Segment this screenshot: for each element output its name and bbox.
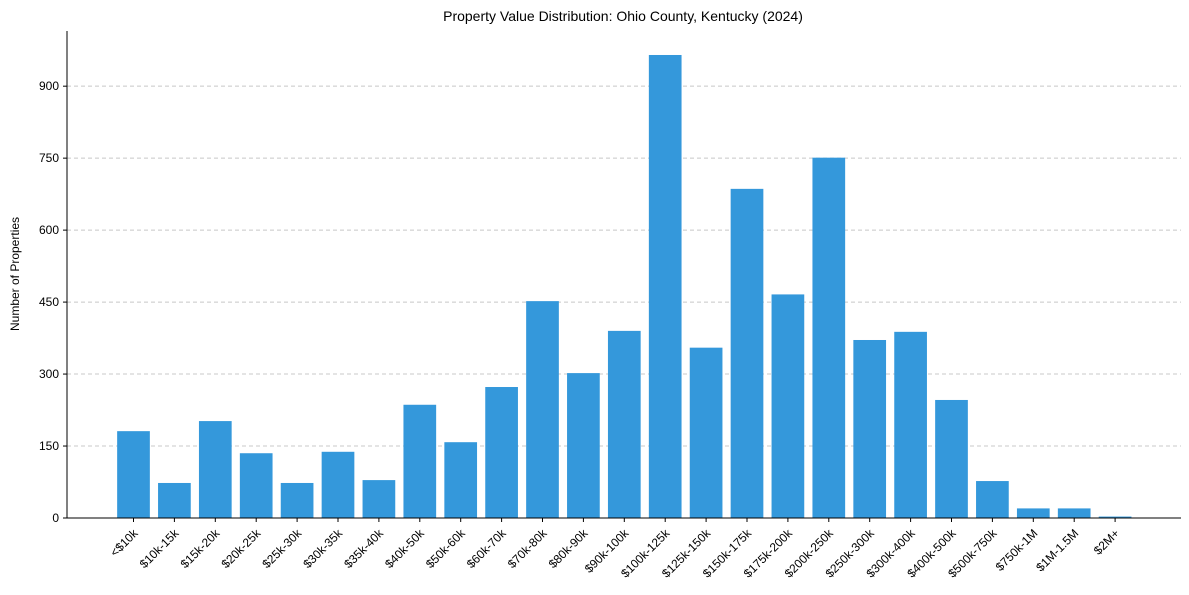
y-tick-label: 450 bbox=[39, 295, 59, 309]
bar bbox=[730, 188, 764, 519]
bar bbox=[853, 339, 887, 518]
bar bbox=[1098, 516, 1132, 518]
x-tick-label: $35k-40k bbox=[341, 526, 387, 572]
x-tick-label: $40k-50k bbox=[382, 526, 428, 572]
bar bbox=[976, 481, 1009, 518]
x-tick-label: $10k-15k bbox=[137, 526, 183, 572]
y-tick-label: 900 bbox=[39, 79, 59, 93]
y-ticks: 0 150 300 450 600 750 900 bbox=[39, 79, 67, 525]
y-tick-label: 300 bbox=[39, 367, 59, 381]
bar bbox=[280, 482, 314, 518]
y-tick-label: 150 bbox=[39, 439, 59, 453]
x-ticks: <$10k$10k-15k$15k-20k$20k-25k$25k-30k$30… bbox=[107, 518, 1122, 580]
bar bbox=[935, 399, 968, 518]
bar bbox=[567, 373, 600, 518]
bar bbox=[158, 482, 191, 518]
x-tick-label: $750k-1M bbox=[993, 526, 1041, 574]
y-tick-label: 0 bbox=[52, 511, 59, 525]
x-tick-label: $70k-80k bbox=[505, 526, 551, 572]
y-axis-label: Number of Properties bbox=[8, 217, 22, 331]
x-tick-label: $15k-20k bbox=[178, 526, 224, 572]
bar bbox=[771, 294, 805, 518]
x-tick-label: $2M+ bbox=[1091, 526, 1122, 557]
bar bbox=[1016, 508, 1050, 518]
bar bbox=[321, 451, 355, 518]
bar bbox=[485, 387, 518, 518]
y-tick-label: 750 bbox=[39, 151, 59, 165]
x-tick-label: $60k-70k bbox=[464, 526, 510, 572]
x-tick-label: $1M-1.5M bbox=[1033, 526, 1081, 574]
bar bbox=[403, 404, 437, 518]
bar bbox=[1057, 508, 1091, 518]
bar bbox=[198, 421, 232, 518]
bars bbox=[117, 54, 1132, 519]
bar bbox=[894, 331, 927, 518]
bar bbox=[526, 301, 559, 518]
bar bbox=[689, 347, 723, 518]
bar bbox=[239, 453, 273, 518]
bar bbox=[362, 480, 396, 518]
x-tick-label: $50k-60k bbox=[423, 526, 469, 572]
bar bbox=[648, 54, 682, 519]
y-tick-label: 600 bbox=[39, 223, 59, 237]
x-tick-label: $30k-35k bbox=[300, 526, 346, 572]
bar bbox=[444, 442, 478, 518]
x-tick-label: $20k-25k bbox=[219, 526, 265, 572]
bar bbox=[607, 330, 641, 518]
bar bbox=[812, 157, 846, 519]
chart-title: Property Value Distribution: Ohio County… bbox=[443, 8, 803, 24]
x-tick-label: <$10k bbox=[107, 526, 141, 560]
bar bbox=[117, 431, 150, 518]
x-tick-label: $25k-30k bbox=[259, 526, 305, 572]
